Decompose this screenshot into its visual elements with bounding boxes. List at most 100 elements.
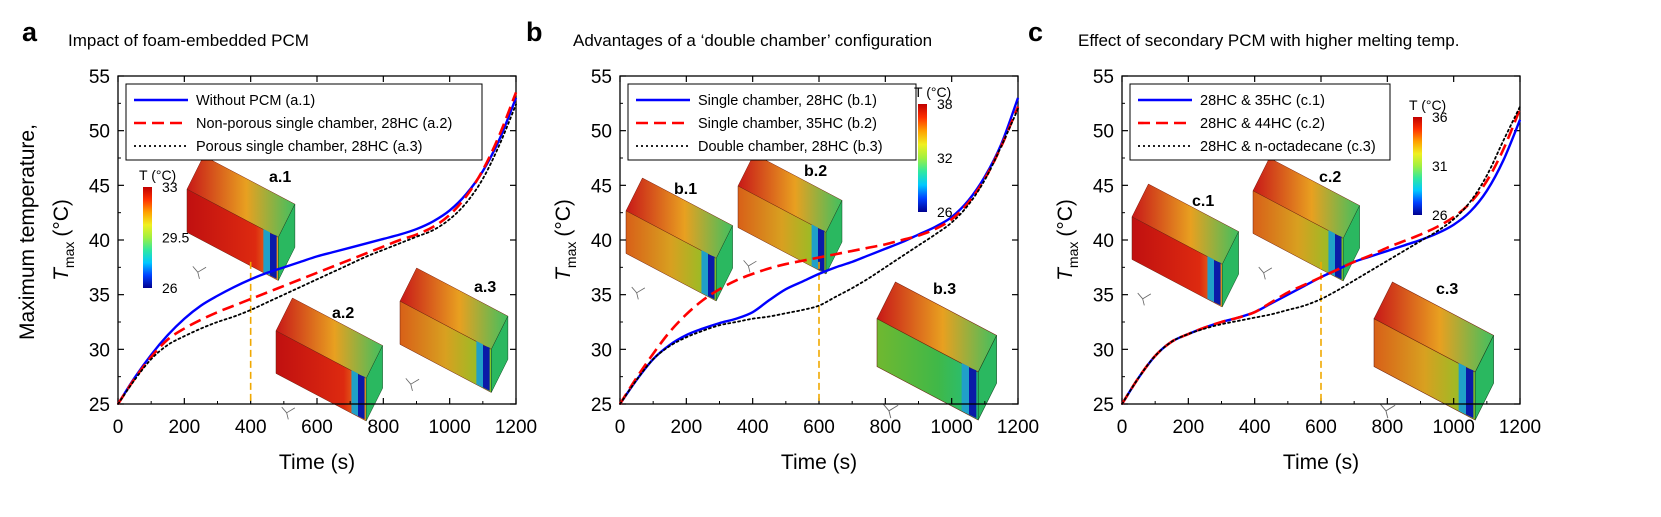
- x-tick-label: 200: [1172, 417, 1204, 438]
- block-side-face: [825, 200, 843, 275]
- series-line-2: [618, 106, 1020, 405]
- axis-triad-line: [743, 260, 749, 267]
- x-tick-label: 0: [113, 417, 124, 438]
- inset-block-c.2: [1252, 157, 1360, 282]
- legend-label: Non-porous single chamber, 28HC (a.2): [196, 116, 452, 132]
- insets-layer: b.1 b.2 b.3: [625, 153, 997, 421]
- block-chamber-edge: [476, 341, 483, 388]
- y-tick-label: 40: [1093, 231, 1114, 252]
- block-chamber-edge: [811, 224, 818, 270]
- axis-triad-line: [1380, 404, 1387, 412]
- panel-letter: c: [1028, 17, 1043, 47]
- insets-layer: a.1 a.2 a.3: [186, 155, 509, 422]
- block-chamber: [483, 345, 490, 391]
- block-chamber: [818, 228, 825, 273]
- block-chamber: [708, 254, 715, 300]
- x-tick-label: 800: [869, 417, 901, 438]
- axis-triad-line: [286, 412, 289, 420]
- colorbar-label: T (°C): [139, 167, 176, 183]
- block-chamber: [1214, 260, 1221, 306]
- colorbar-tick-label: 36: [1432, 109, 1448, 125]
- block-chamber: [1466, 367, 1474, 419]
- series-line-2: [116, 91, 518, 405]
- block-chamber-edge: [1458, 362, 1466, 415]
- colorbar-rect: [918, 104, 927, 212]
- panel-title: Advantages of a ‘double chamber’ configu…: [573, 31, 932, 50]
- inset-block-c.1: [1131, 183, 1239, 308]
- axis-triad-line: [192, 266, 199, 273]
- axis-triad-line: [410, 378, 420, 385]
- x-tick-label: 800: [1371, 417, 1403, 438]
- axis-triad-line: [197, 266, 207, 273]
- inset-label: c.1: [1192, 193, 1214, 210]
- colorbar-tick-label: 33: [162, 179, 178, 195]
- y-axis-label-sub: max: [563, 242, 579, 268]
- legend-label: 28HC & 35HC (c.1): [1200, 93, 1325, 109]
- colorbar-label: T (°C): [1409, 97, 1446, 113]
- y-tick-label: 30: [89, 340, 110, 361]
- x-axis-label: Time (s): [781, 451, 857, 474]
- inset-label: a.3: [474, 279, 496, 296]
- legend-label: Without PCM (a.1): [196, 93, 315, 109]
- y-axis-label: Tmax (°C): [552, 199, 579, 281]
- x-tick-label: 1000: [931, 417, 973, 438]
- block-side-face: [491, 316, 509, 393]
- axis-triad-line: [888, 404, 899, 412]
- panel-c: c Effect of secondary PCM with higher mel…: [1028, 17, 1541, 474]
- axis-triad-line: [405, 378, 412, 385]
- inset-block-b.2: [737, 153, 843, 275]
- y-axis-label-sub: max: [61, 242, 77, 268]
- block-chamber-edge: [961, 362, 969, 415]
- y-tick-label: 35: [591, 286, 612, 307]
- axis-triad-line: [636, 287, 646, 294]
- x-axis-label: Time (s): [279, 451, 355, 474]
- x-tick-label: 1200: [1499, 417, 1541, 438]
- axis-triad-line: [197, 272, 200, 279]
- inset-label: b.2: [804, 163, 827, 180]
- x-tick-label: 200: [168, 417, 200, 438]
- axis-triad-line: [1263, 272, 1266, 280]
- colorbar-tick-label: 38: [937, 96, 953, 112]
- x-tick-label: 400: [737, 417, 769, 438]
- x-tick-label: 800: [367, 417, 399, 438]
- y-tick-label: 40: [591, 231, 612, 252]
- y-tick-label: 45: [591, 176, 612, 197]
- axis-triad-line: [1263, 267, 1273, 274]
- figure-ylabel: Maximum temperature,: [16, 124, 39, 340]
- axis-triad-line: [410, 384, 413, 391]
- axis-triad-line: [883, 404, 890, 412]
- x-tick-label: 1200: [997, 417, 1039, 438]
- x-tick-label: 0: [615, 417, 626, 438]
- inset-block-a.1: [186, 155, 296, 281]
- block-side-face: [715, 225, 733, 302]
- block-chamber-edge: [701, 250, 708, 297]
- inset-label: c.3: [1436, 281, 1458, 298]
- block-chamber: [1335, 234, 1342, 280]
- x-axis-label: Time (s): [1283, 451, 1359, 474]
- series-line-3: [1121, 105, 1521, 405]
- y-tick-label: 50: [89, 122, 110, 143]
- inset-label: b.3: [933, 281, 956, 298]
- block-chamber-edge: [351, 370, 358, 417]
- y-tick-label: 55: [591, 67, 612, 88]
- y-axis-label-unit: (°C): [50, 199, 73, 237]
- panel-b: b Advantages of a ‘double chamber’ config…: [526, 17, 1039, 474]
- y-axis-label-sub: max: [1065, 242, 1081, 268]
- y-tick-label: 55: [1093, 67, 1114, 88]
- y-tick-label: 45: [89, 176, 110, 197]
- panel-a: a Impact of foam-embedded PCM a.1 a.2 a.3 0 20…: [22, 17, 537, 474]
- legend-label: Single chamber, 28HC (b.1): [698, 93, 877, 109]
- y-axis-label: Tmax (°C): [1054, 199, 1081, 281]
- y-tick-label: 50: [1093, 122, 1114, 143]
- y-tick-label: 25: [1093, 395, 1114, 416]
- colorbar-tick-label: 26: [1432, 207, 1448, 223]
- block-side-face: [365, 345, 383, 422]
- block-chamber-edge: [263, 229, 270, 276]
- x-tick-label: 1200: [495, 417, 537, 438]
- y-tick-label: 25: [89, 395, 110, 416]
- axis-triad-line: [1385, 404, 1396, 412]
- y-tick-label: 30: [1093, 340, 1114, 361]
- panel-letter: b: [526, 17, 543, 47]
- block-chamber: [969, 367, 977, 419]
